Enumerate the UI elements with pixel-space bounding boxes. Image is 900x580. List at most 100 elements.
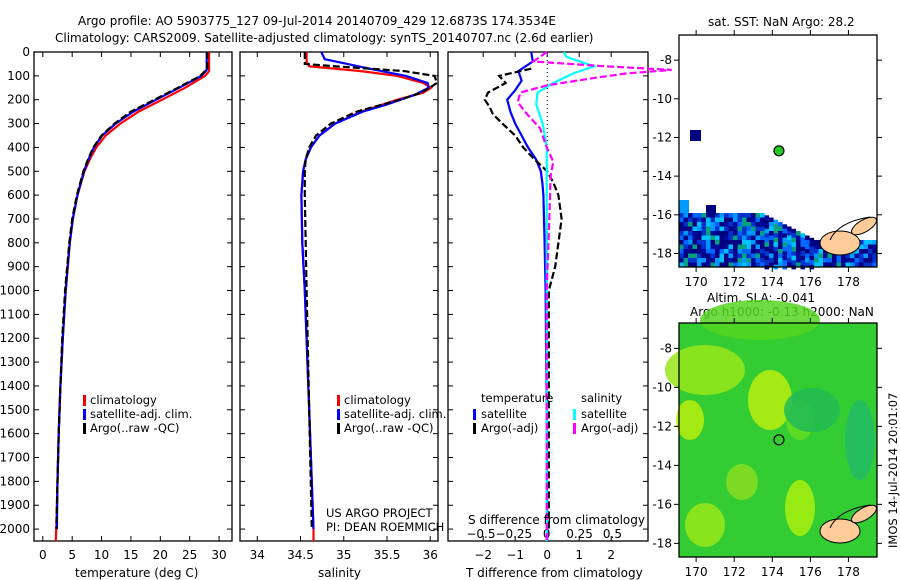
sst-pixel [823,253,828,259]
sst-pixel [710,217,716,223]
sst-pixel [710,262,716,268]
sst-pixel [854,262,860,268]
sst-pixel [733,258,738,263]
sst-pixel [773,255,779,261]
sst-pixel [688,262,693,268]
sst-pixel [719,222,725,227]
sst-pixel [679,200,689,213]
series-line-climatology [54,52,211,542]
temperature-xlabel: temperature (deg C) [75,566,198,580]
sst-pixel [769,262,774,268]
sst-pixel [868,249,873,254]
argo-location-marker [773,145,785,157]
sst-pixel [796,235,801,241]
sst-pixel [809,237,815,243]
depth-tick-label: 500 [7,164,30,178]
legend-swatch-satellite [83,409,86,420]
sst-pixel [715,244,720,250]
depth-tick-label: 1800 [0,474,30,488]
sst-pixel [719,235,725,241]
sst-pixel [800,233,806,238]
sst-pixel [746,231,752,236]
sst-pixel [688,217,693,223]
sst-pixel [706,205,716,215]
fiji-land [819,230,861,256]
sst-pixel [868,258,873,263]
x-tick-label: 10 [94,548,109,562]
sst-pixel [863,249,869,254]
sst-pixel [778,240,783,245]
sst-pixel [706,217,711,223]
sst-pixel [683,231,689,236]
sst-pixel [701,217,707,223]
sst-pixel [863,262,869,268]
sst-pixel [746,217,752,223]
fiji-land [851,504,877,524]
sst-pixel [778,226,783,232]
x-tick-label: 25 [182,548,197,562]
sst-pixel [733,222,738,227]
sst-pixel [782,260,788,265]
sst-pixel [697,244,702,250]
sst-pixel [737,262,743,268]
temperature-legend: climatology satellite-adj. clim. Argo(..… [83,393,192,435]
sst-pixel [872,262,878,268]
sst-pixel [850,258,855,263]
sst-pixel [773,224,779,229]
sst-pixel [778,244,783,250]
lat-tick-label: -14 [652,458,672,472]
sst-pixel [706,226,711,232]
x-tick-label: 35.5 [374,548,401,562]
sst-pixel [791,242,797,247]
sst-pixel [805,249,810,254]
sst-pixel [737,222,743,227]
sst-pixel [710,244,716,250]
sst-pixel [701,222,707,227]
lat-tick-label: -12 [652,130,672,144]
sst-pixel [724,235,729,241]
sst-pixel [863,258,869,263]
sst-pixel [715,231,720,236]
sst-pixel [764,255,770,261]
sst-pixel [706,235,711,241]
sst-pixel [746,240,752,245]
depth-tick-label: 1500 [0,403,30,417]
argo-location-marker [773,434,785,446]
x-tick-label: 15 [123,548,138,562]
sst-pixel [791,246,797,252]
sst-pixel [710,258,716,263]
sst-pixel [796,258,801,263]
sst-pixel [868,240,873,245]
sst-pixel [728,213,734,218]
sst-pixel [701,226,707,232]
legend-s-satellite: satellite [581,407,627,421]
sst-pixel [679,222,684,227]
sst-pixel [697,262,702,268]
sst-pixel [760,213,765,218]
series-line-satellite-adj-clim- [55,52,208,530]
sst-pixel [845,253,851,259]
sst-pixel [715,262,720,268]
sst-pixel [796,244,801,250]
credit-project: US ARGO PROJECT [326,506,434,520]
sst-pixel [683,213,689,218]
sst-pixel [814,262,819,268]
legend-swatch-argo [83,423,86,434]
sst-pixel [751,249,756,254]
depth-tick-label: 1100 [0,307,30,321]
plot-frame [239,51,439,542]
sst-pixel [814,249,819,254]
depth-tick-label: 1000 [0,284,30,298]
sst-pixel [710,249,716,254]
sst-pixel [742,222,747,227]
sst-pixel [733,262,738,268]
map-frame [678,322,878,558]
sst-pixel [692,253,698,259]
sst-pixel [769,231,774,236]
sst-pixel [719,231,725,236]
sst-pixel [796,253,801,259]
sst-pixel [827,253,833,259]
sst-pixel [683,222,689,227]
temperature-panel: 0100200300400500600700800900100011001200… [0,45,233,562]
